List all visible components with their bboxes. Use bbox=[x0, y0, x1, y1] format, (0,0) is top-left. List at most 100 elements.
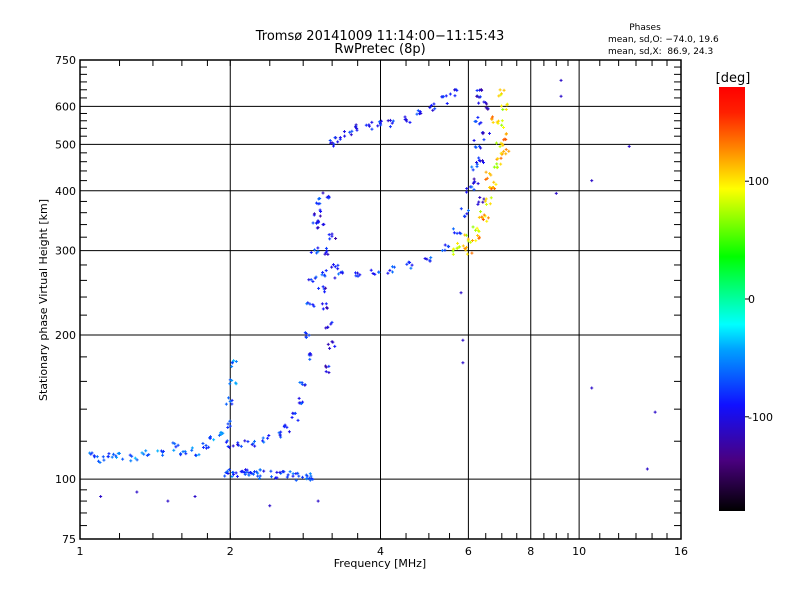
data-point bbox=[278, 433, 282, 437]
data-point bbox=[330, 232, 334, 236]
data-point bbox=[407, 260, 411, 264]
data-point bbox=[262, 440, 266, 444]
y-axis-label: Stationary phase Virtual Height [km] bbox=[37, 199, 50, 401]
data-point bbox=[418, 112, 422, 116]
data-point bbox=[481, 132, 485, 136]
data-point bbox=[110, 455, 114, 459]
data-point bbox=[230, 365, 234, 369]
data-point bbox=[316, 499, 320, 503]
data-point bbox=[184, 452, 188, 456]
data-point bbox=[230, 361, 234, 365]
data-point bbox=[172, 448, 176, 452]
data-point bbox=[309, 250, 313, 254]
data-point bbox=[298, 380, 302, 384]
data-point bbox=[179, 453, 183, 457]
data-point bbox=[443, 248, 447, 252]
data-point bbox=[502, 126, 506, 130]
data-point bbox=[234, 471, 238, 475]
data-point bbox=[231, 470, 235, 474]
data-point bbox=[502, 149, 506, 153]
data-point bbox=[234, 359, 238, 363]
data-point bbox=[462, 214, 466, 218]
data-point bbox=[488, 202, 492, 206]
data-point bbox=[482, 213, 486, 217]
data-point bbox=[458, 231, 462, 235]
data-point bbox=[331, 340, 335, 344]
data-point bbox=[451, 227, 455, 231]
data-point bbox=[461, 361, 465, 365]
data-point bbox=[221, 431, 225, 435]
data-point bbox=[327, 371, 331, 375]
data-point bbox=[291, 474, 295, 478]
data-point bbox=[481, 161, 485, 165]
data-point bbox=[499, 93, 503, 97]
data-point bbox=[371, 271, 375, 275]
data-point bbox=[446, 244, 450, 248]
data-point bbox=[370, 120, 374, 124]
data-point bbox=[377, 270, 381, 274]
data-point bbox=[484, 177, 488, 181]
data-point bbox=[465, 190, 469, 194]
data-point bbox=[477, 235, 481, 239]
data-point bbox=[473, 119, 477, 123]
data-point bbox=[463, 247, 467, 251]
data-point bbox=[390, 265, 394, 269]
data-point bbox=[403, 117, 407, 121]
data-point bbox=[115, 455, 119, 459]
data-point bbox=[232, 359, 236, 363]
data-point bbox=[325, 306, 329, 310]
data-point bbox=[465, 212, 469, 216]
scatter-points bbox=[88, 78, 657, 508]
data-point bbox=[161, 453, 165, 457]
data-point bbox=[269, 475, 273, 479]
data-point bbox=[475, 88, 479, 92]
data-point bbox=[303, 383, 307, 387]
data-point bbox=[336, 140, 340, 144]
colorbar bbox=[719, 87, 745, 511]
data-point bbox=[316, 226, 320, 230]
data-point bbox=[307, 352, 311, 356]
data-point bbox=[453, 88, 457, 92]
data-point bbox=[228, 419, 232, 423]
data-point bbox=[129, 459, 133, 463]
data-point bbox=[428, 106, 432, 110]
y-tick-label: 750 bbox=[55, 54, 76, 67]
data-point bbox=[504, 152, 508, 156]
data-point bbox=[364, 123, 368, 127]
data-point bbox=[326, 325, 330, 329]
data-point bbox=[480, 215, 484, 219]
data-point bbox=[313, 248, 317, 252]
data-point bbox=[475, 162, 479, 166]
data-point bbox=[269, 469, 273, 473]
data-point bbox=[98, 460, 102, 464]
data-point bbox=[208, 436, 212, 440]
data-point bbox=[293, 411, 297, 415]
data-point bbox=[479, 121, 483, 125]
data-point bbox=[474, 239, 478, 243]
data-point bbox=[554, 191, 558, 195]
data-point bbox=[279, 435, 283, 439]
data-point bbox=[142, 452, 146, 456]
data-point bbox=[500, 123, 504, 127]
data-point bbox=[408, 120, 412, 124]
colorbar-label: [deg] bbox=[716, 71, 751, 86]
data-point bbox=[476, 115, 480, 119]
data-point bbox=[448, 92, 452, 96]
data-point bbox=[386, 271, 390, 275]
data-point bbox=[479, 87, 483, 91]
data-point bbox=[483, 199, 487, 203]
data-point bbox=[194, 453, 198, 457]
data-point bbox=[234, 381, 238, 385]
data-point bbox=[279, 430, 283, 434]
data-point bbox=[204, 446, 208, 450]
y-tick-label: 75 bbox=[62, 533, 76, 546]
data-point bbox=[334, 237, 338, 241]
data-point bbox=[311, 221, 315, 225]
data-point bbox=[350, 129, 354, 133]
data-point bbox=[333, 344, 337, 348]
data-point bbox=[590, 386, 594, 390]
y-tick-label: 500 bbox=[55, 138, 76, 151]
data-point bbox=[314, 275, 318, 279]
data-point bbox=[464, 248, 468, 252]
data-point bbox=[336, 267, 340, 271]
